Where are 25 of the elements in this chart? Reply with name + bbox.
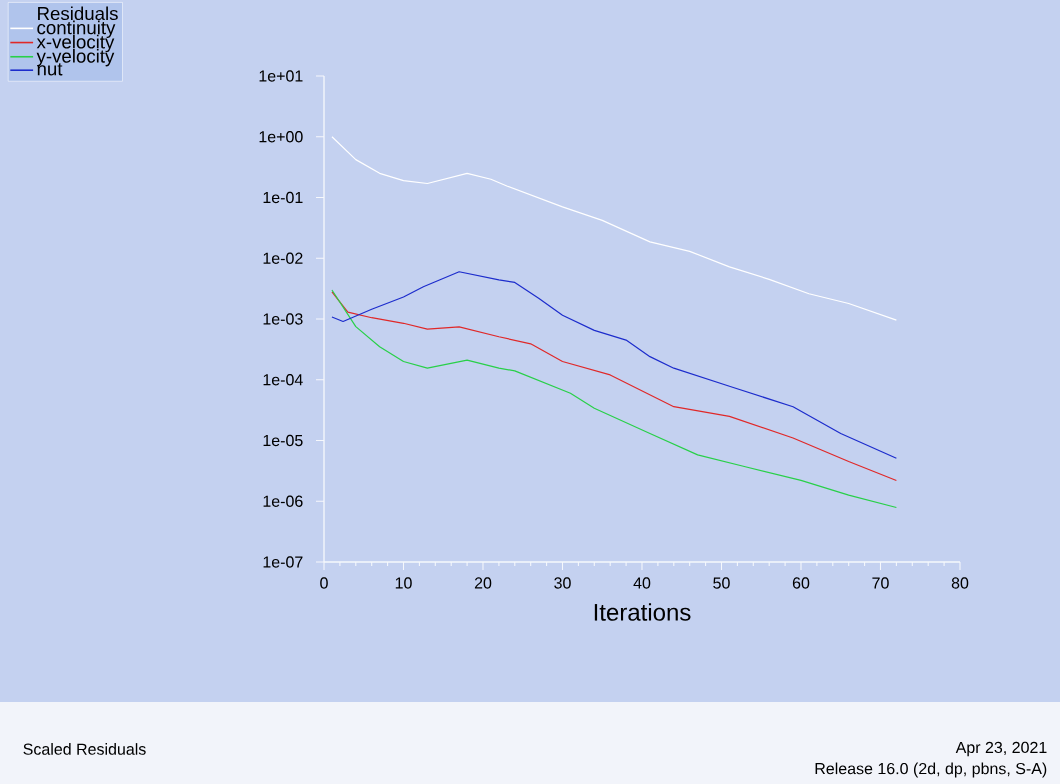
y-tick-label: 1e+00 (259, 131, 303, 143)
x-tick-label: 30 (554, 577, 571, 589)
y-tick-label: 1e-07 (263, 556, 303, 568)
text: Apr 23, 2021 (955, 741, 1047, 757)
line-series (331, 136, 897, 321)
x-tick-label: 60 (792, 577, 810, 589)
x-tick-label: 20 (474, 577, 492, 589)
y-tick-label: 1e-03 (263, 313, 303, 325)
y-tick-label: 1e+01 (259, 70, 303, 82)
y-tick-label: 1e-04 (263, 374, 303, 386)
x-tick-label: 80 (951, 577, 969, 589)
legend-title: Residuals (38, 6, 118, 21)
text: Release 16.0 (2d, dp, pbns, S-A) (815, 762, 1047, 778)
y-tick-label: 1e-06 (263, 495, 303, 507)
x-tick-label: 10 (395, 577, 412, 589)
x-tick-label: 50 (713, 577, 730, 589)
line-series (331, 271, 897, 459)
y-tick-label: 1e-01 (263, 191, 303, 204)
y-tick-label: 1e-05 (263, 434, 303, 447)
x-tick-label: 40 (633, 577, 651, 589)
x-tick-label: 70 (872, 577, 889, 589)
y-tick-label: 1e-02 (263, 252, 303, 264)
text: Scaled Residuals (23, 743, 146, 755)
x-axis-title: Iterations (594, 603, 691, 621)
x-tick-label: 0 (320, 577, 328, 589)
